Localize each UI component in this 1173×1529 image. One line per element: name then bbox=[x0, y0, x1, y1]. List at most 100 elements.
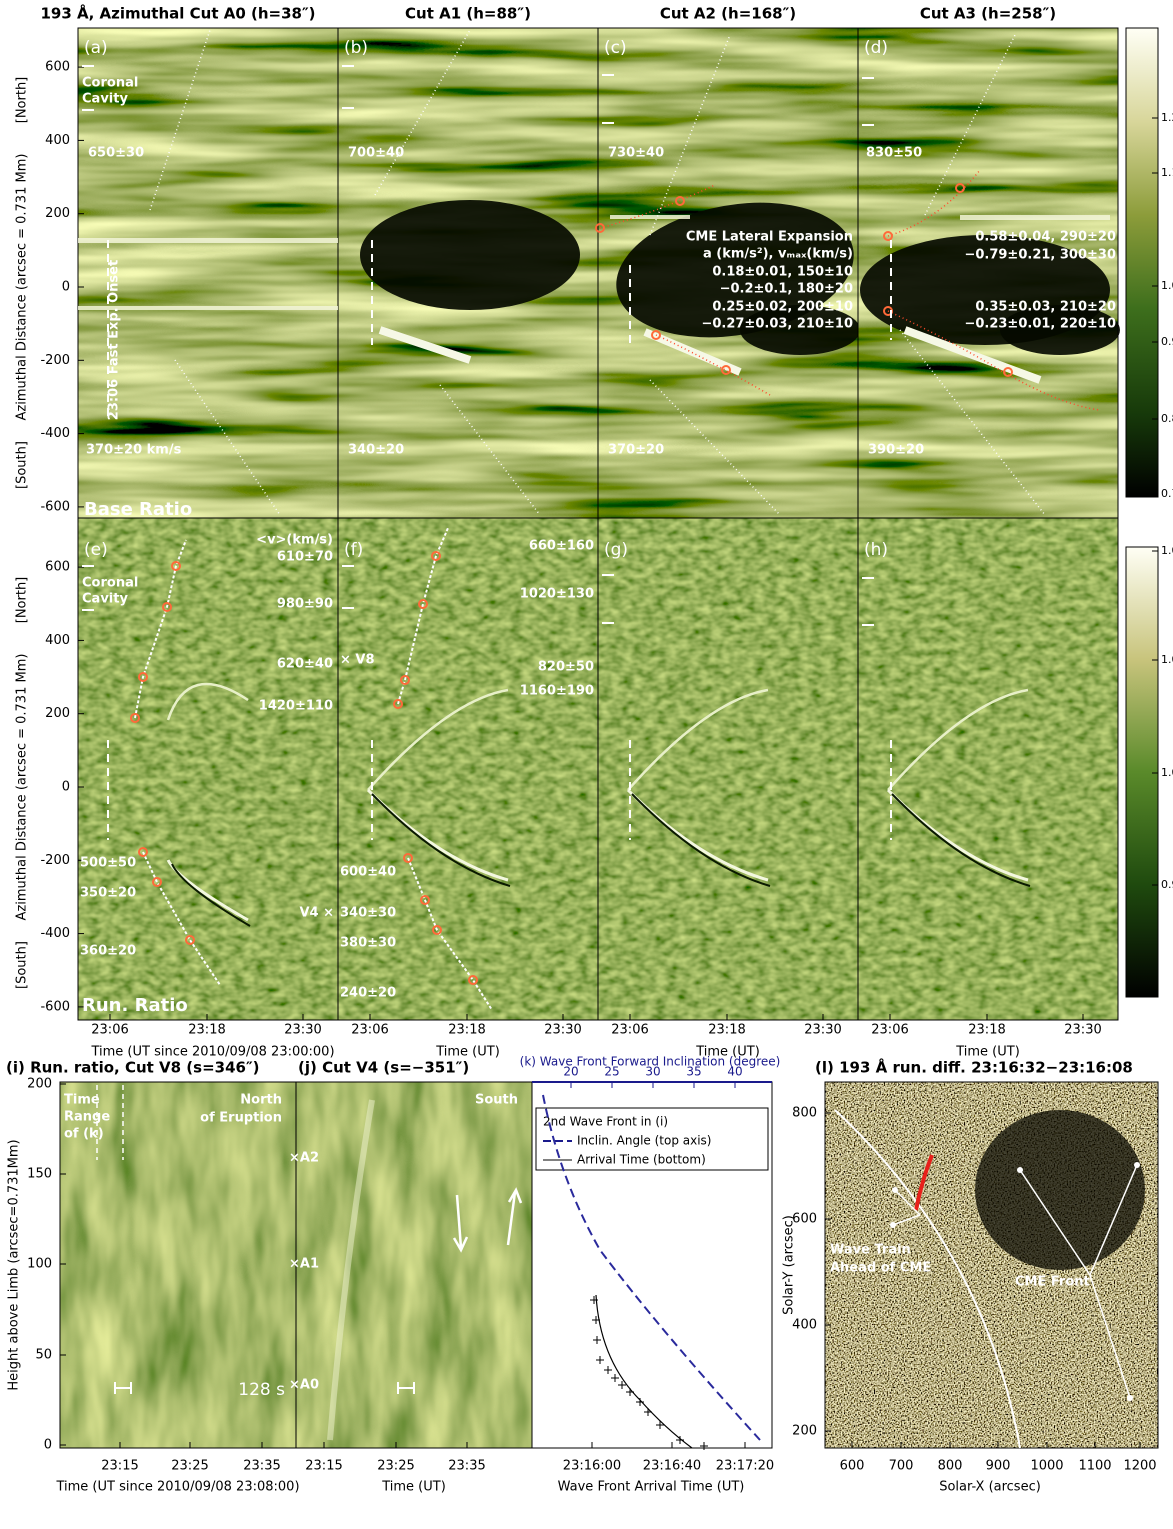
annotation: North bbox=[240, 1093, 282, 1108]
fit-point bbox=[185, 935, 195, 945]
speed-label: 340±30 bbox=[340, 906, 396, 921]
panel-frame bbox=[824, 1081, 1159, 1449]
x-axis-label: Time (UT) bbox=[695, 1045, 760, 1060]
y-axis-label: Azimuthal Distance (arcsec = 0.731 Mm) bbox=[15, 654, 30, 921]
x-tick-label: 23:06 bbox=[351, 1023, 388, 1038]
run-ratio-map bbox=[858, 518, 1118, 1020]
fit-point bbox=[1003, 367, 1013, 377]
y-tick-label: 0 bbox=[44, 1438, 52, 1453]
fit-label: −0.79±0.21, 300±30 bbox=[964, 248, 1116, 263]
top-tick-label: 30 bbox=[645, 1065, 660, 1079]
x-tick-label: 1200 bbox=[1123, 1459, 1156, 1474]
fit-label: 0.58±0.04, 290±20 bbox=[975, 230, 1116, 245]
annotation: Wave Train bbox=[830, 1243, 911, 1258]
x-tick-label: 23:18 bbox=[708, 1023, 745, 1038]
x-tick-label: 23:25 bbox=[171, 1459, 208, 1474]
x-axis-label: Wave Front Arrival Time (UT) bbox=[558, 1480, 745, 1495]
colorbar bbox=[1125, 546, 1159, 998]
y-tick-label: 600 bbox=[45, 560, 70, 575]
annotation: 128 s bbox=[238, 1380, 285, 1400]
speed-label: 830±50 bbox=[866, 146, 922, 161]
panel-letter: (f) bbox=[344, 540, 363, 560]
y-tick-label: 200 bbox=[27, 1077, 52, 1092]
colorbar-tick-label: 1.2 bbox=[1161, 111, 1173, 124]
run-ratio-map bbox=[598, 518, 858, 1020]
x-tick-label: 23:17:20 bbox=[716, 1459, 774, 1474]
y-tick-label: 400 bbox=[792, 1318, 817, 1333]
annotation: South bbox=[475, 1093, 518, 1108]
arrow-head bbox=[507, 1187, 523, 1204]
x-tick-label: 23:35 bbox=[448, 1459, 485, 1474]
x-tick-label: 23:06 bbox=[611, 1023, 648, 1038]
arrow bbox=[1089, 1164, 1138, 1276]
y-tick-label: 0 bbox=[62, 280, 70, 295]
fit-point bbox=[675, 196, 685, 206]
x-tick-label: 23:15 bbox=[305, 1459, 342, 1474]
speed-label: 380±30 bbox=[340, 936, 396, 951]
x-axis-label: Time (UT) bbox=[955, 1045, 1020, 1060]
map-mode: Base Ratio bbox=[84, 499, 192, 520]
x-tick-label: 23:16:00 bbox=[563, 1459, 621, 1474]
panel-letter: (d) bbox=[864, 38, 888, 58]
top-tick-label: 25 bbox=[604, 1065, 619, 1079]
x-axis-label: Solar-X (arcsec) bbox=[939, 1480, 1041, 1495]
annotation: Coronal bbox=[82, 576, 138, 591]
y-axis-label: [South] bbox=[15, 941, 30, 989]
y-tick-label: 200 bbox=[45, 706, 70, 721]
x-axis-label: Time (UT since 2010/09/08 23:08:00) bbox=[55, 1480, 299, 1495]
x-tick-label: 23:16:40 bbox=[643, 1459, 701, 1474]
fit-point bbox=[955, 183, 965, 193]
panel-letter: (c) bbox=[604, 38, 627, 58]
fit-point bbox=[400, 675, 410, 685]
y-tick-label: 600 bbox=[45, 60, 70, 75]
cut-height-marker: ×A1 bbox=[289, 1257, 319, 1272]
x-tick-label: 1100 bbox=[1078, 1459, 1111, 1474]
speed-label: 350±20 bbox=[80, 886, 136, 901]
dark-cavity bbox=[616, 202, 854, 338]
wave-streak bbox=[631, 793, 771, 887]
fit-line bbox=[649, 379, 781, 516]
annotation: Coronal bbox=[82, 76, 138, 91]
wave-streak bbox=[171, 863, 251, 927]
panel-letter: (a) bbox=[84, 38, 108, 58]
x-tick-label: 23:18 bbox=[968, 1023, 1005, 1038]
y-tick-label: -400 bbox=[40, 926, 70, 941]
colorbar-tick-label: 0.7 bbox=[1161, 487, 1173, 500]
y-axis-label: Height above Limb (arcsec=0.731Mm) bbox=[7, 1139, 22, 1390]
x-tick-label: 23:18 bbox=[448, 1023, 485, 1038]
wave-streak bbox=[166, 859, 249, 922]
x-tick-label: 1000 bbox=[1030, 1459, 1063, 1474]
fit-point bbox=[393, 699, 403, 709]
legend-box bbox=[535, 1107, 769, 1171]
speed-label: 600±40 bbox=[340, 865, 396, 880]
cme-cavity bbox=[975, 1110, 1145, 1270]
panel-letter: (h) bbox=[864, 540, 888, 560]
x-tick-label: 23:18 bbox=[188, 1023, 225, 1038]
arrow bbox=[894, 1189, 921, 1216]
annotation: of (k) bbox=[64, 1127, 104, 1142]
speed-label: 610±70 bbox=[277, 550, 333, 565]
panel-title: (l) 193 Å run. diff. 23:16:32−23:16:08 bbox=[815, 1058, 1133, 1077]
x-tick-label: 23:15 bbox=[101, 1459, 138, 1474]
wave-track bbox=[397, 527, 449, 705]
annotation: 23:06 Fast Exp. Onset bbox=[107, 260, 122, 420]
arrow-tip bbox=[892, 1187, 898, 1193]
panel-title: (j) Cut V4 (s=−351″) bbox=[298, 1059, 469, 1077]
fit-point bbox=[138, 847, 148, 857]
expansion-fit bbox=[655, 334, 771, 396]
colorbar-tick-label: 0.8 bbox=[1161, 412, 1173, 425]
legend-entry: Arrival Time (bottom) bbox=[577, 1153, 706, 1167]
wave-track bbox=[134, 539, 187, 719]
cut-marker: V4 × bbox=[299, 906, 334, 921]
panel-title: Cut A2 (h=168″) bbox=[660, 5, 796, 23]
speed-label: 390±20 bbox=[868, 443, 924, 458]
annotation: Cavity bbox=[82, 592, 128, 607]
bright-band bbox=[610, 215, 690, 219]
colorbar bbox=[1125, 27, 1159, 498]
x-tick-label: 23:30 bbox=[1064, 1023, 1101, 1038]
arrow-tip bbox=[890, 1222, 896, 1228]
cut-height-marker: ×A0 bbox=[289, 1378, 319, 1393]
panel-letter: (b) bbox=[344, 38, 368, 58]
